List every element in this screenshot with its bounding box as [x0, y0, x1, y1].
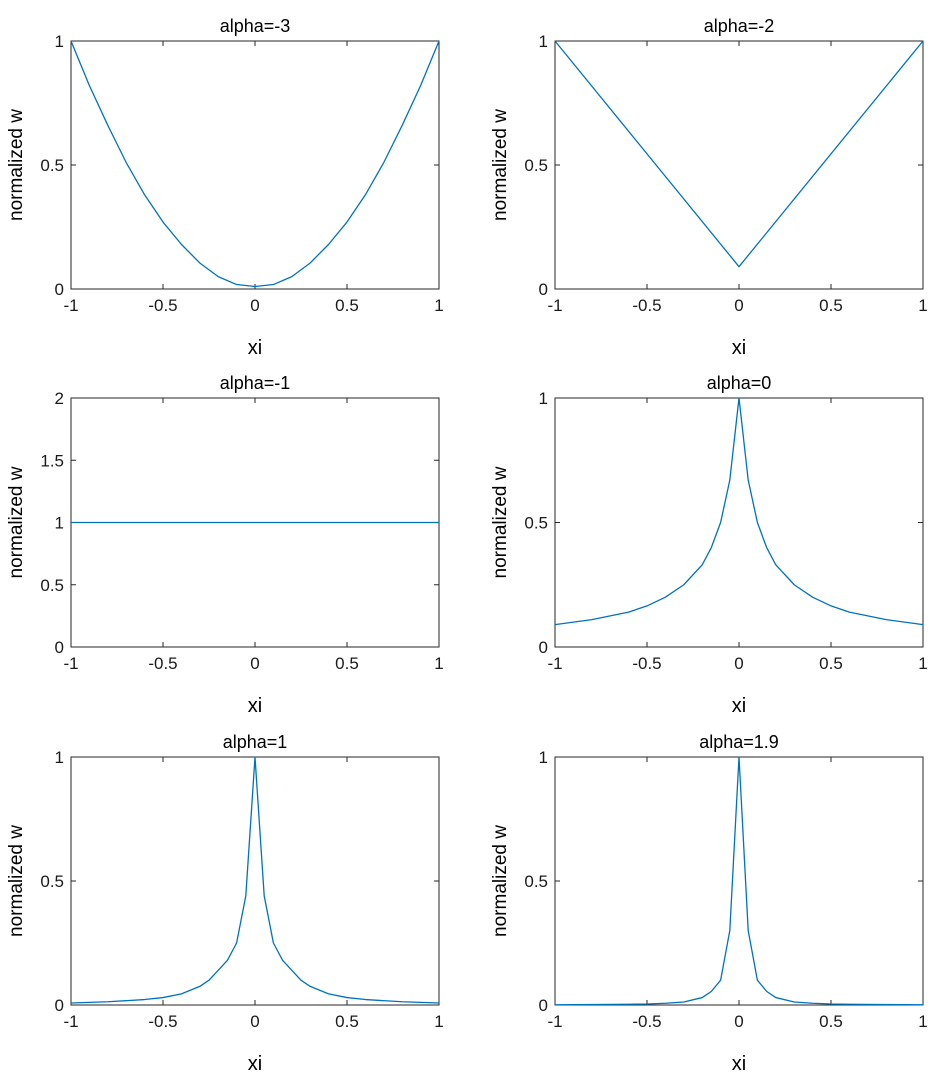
x-tick-label: 0.5	[819, 1012, 843, 1031]
x-tick-label: -1	[547, 1012, 562, 1031]
subplot-3: -1 -0.5 0 0.5 1 0 0.5 1 1.5 2 alpha=-1 xi normalized…	[6, 373, 444, 717]
x-tick-label: 0	[734, 296, 743, 315]
y-axis-label: normalized w	[490, 825, 511, 937]
chart-title: alpha=-1	[220, 373, 291, 393]
axes-box	[554, 756, 924, 1006]
axes-box	[70, 40, 440, 290]
y-tick-label: 0	[539, 996, 548, 1015]
x-tick-label: -0.5	[148, 654, 177, 673]
x-tick-label: 1	[918, 1012, 927, 1031]
x-tick-label: -0.5	[148, 1012, 177, 1031]
y-tick-label: 0.5	[524, 872, 548, 891]
y-tick-label: 0	[539, 280, 548, 299]
y-tick-label: 0	[55, 280, 64, 299]
y-tick-label: 0.5	[524, 514, 548, 533]
x-tick-label: 0	[250, 296, 259, 315]
y-tick-label: 2	[55, 389, 64, 408]
chart-title: alpha=-2	[704, 16, 775, 36]
y-axis-label: normalized w	[6, 109, 27, 221]
x-axis-label: xi	[248, 1053, 262, 1075]
y-axis-label: normalized w	[6, 825, 27, 937]
y-tick-label: 1	[539, 32, 548, 51]
y-tick-label: 0.5	[40, 156, 64, 175]
x-tick-label: 1	[434, 296, 443, 315]
subplot-1: -1 -0.5 0 0.5 1 0 0.5 1 alpha=-3 xi normalized w	[6, 16, 444, 359]
x-tick-label: -0.5	[632, 654, 661, 673]
y-tick-label: 1	[539, 748, 548, 767]
x-axis-label: xi	[732, 1053, 746, 1075]
y-tick-label: 1	[55, 748, 64, 767]
x-axis-label: xi	[732, 337, 746, 359]
x-tick-label: -1	[547, 654, 562, 673]
x-tick-label: 1	[918, 296, 927, 315]
chart-title: alpha=-3	[220, 16, 291, 36]
y-tick-label: 1	[55, 32, 64, 51]
y-tick-label: 0	[539, 638, 548, 657]
y-tick-label: 0	[55, 996, 64, 1015]
x-tick-label: 1	[434, 654, 443, 673]
y-axis-label: normalized w	[6, 466, 27, 578]
y-axis-label: normalized w	[490, 466, 511, 578]
x-axis-label: xi	[732, 695, 746, 717]
y-axis-label: normalized w	[490, 109, 511, 221]
y-tick-label: 0.5	[524, 156, 548, 175]
x-tick-label: 0	[250, 1012, 259, 1031]
y-tick-label: 1	[55, 514, 64, 533]
axes-box	[554, 40, 924, 290]
x-tick-label: 1	[918, 654, 927, 673]
x-axis-label: xi	[248, 695, 262, 717]
y-tick-label: 0	[55, 638, 64, 657]
x-tick-label: -1	[63, 1012, 78, 1031]
x-tick-label: 0	[734, 654, 743, 673]
x-tick-label: -0.5	[148, 296, 177, 315]
series-line	[70, 756, 440, 1004]
x-tick-label: -1	[547, 296, 562, 315]
series-line	[554, 756, 924, 1006]
y-tick-label: 1.5	[40, 451, 64, 470]
x-tick-label: 1	[434, 1012, 443, 1031]
series-line	[70, 40, 440, 288]
y-tick-label: 0.5	[40, 872, 64, 891]
x-tick-label: -1	[63, 296, 78, 315]
x-tick-label: 0	[250, 654, 259, 673]
x-tick-label: 0.5	[335, 296, 359, 315]
subplot-2: -1 -0.5 0 0.5 1 0 0.5 1 alpha=-2 xi normalized w	[490, 16, 928, 359]
axes-box	[554, 397, 924, 648]
x-tick-label: -0.5	[632, 296, 661, 315]
subplot-5: -1 -0.5 0 0.5 1 0 0.5 1 alpha=1 xi normalized w	[6, 732, 444, 1075]
y-tick-label: 0.5	[40, 576, 64, 595]
chart-title: alpha=1.9	[699, 732, 779, 752]
series-line	[554, 397, 924, 626]
x-tick-label: 0.5	[335, 1012, 359, 1031]
x-tick-label: 0	[734, 1012, 743, 1031]
x-tick-label: -1	[63, 654, 78, 673]
x-tick-label: -0.5	[632, 1012, 661, 1031]
x-axis-label: xi	[248, 337, 262, 359]
x-tick-label: 0.5	[335, 654, 359, 673]
x-tick-label: 0.5	[819, 654, 843, 673]
chart-title: alpha=1	[223, 732, 288, 752]
series-line	[554, 40, 924, 268]
axes-box	[70, 756, 440, 1006]
y-tick-label: 1	[539, 389, 548, 408]
subplot-4: -1 -0.5 0 0.5 1 0 0.5 1 alpha=0 xi normalized w	[490, 373, 928, 717]
chart-title: alpha=0	[707, 373, 772, 393]
subplot-6: -1 -0.5 0 0.5 1 0 0.5 1 alpha=1.9 xi normalized w	[490, 732, 928, 1075]
x-tick-label: 0.5	[819, 296, 843, 315]
